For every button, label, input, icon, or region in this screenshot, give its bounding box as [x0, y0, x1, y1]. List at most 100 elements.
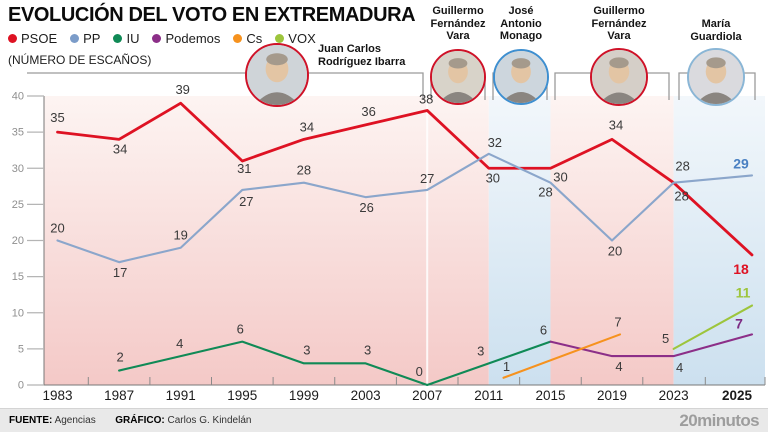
x-year-label-2007: 2007 — [412, 388, 442, 403]
y-tick-label: 40 — [12, 91, 24, 103]
x-year-label-2003: 2003 — [351, 388, 381, 403]
leader-name-4: Guillermo Fernández Vara — [591, 5, 646, 43]
leader-photo-3 — [493, 49, 549, 105]
value-label-cs-2015: 1 — [503, 359, 510, 374]
legend-item-psoe: PSOE — [8, 31, 57, 46]
leader-name-1: Juan Carlos Rodríguez Ibarra — [318, 43, 405, 68]
value-label-vox-2023: 5 — [662, 331, 669, 346]
value-label-iu-1991: 4 — [176, 336, 183, 351]
value-label-cs-2019: 7 — [614, 314, 621, 329]
source-label: FUENTE: — [9, 415, 53, 426]
value-label-psoe-2023: 28 — [675, 159, 689, 174]
credits: FUENTE: Agencias GRÁFICO: Carlos G. Kind… — [9, 415, 251, 426]
value-label-vox-2025: 11 — [736, 285, 751, 301]
x-year-label-2019: 2019 — [597, 388, 627, 403]
x-year-label-1995: 1995 — [227, 388, 257, 403]
value-label-iu-2003: 3 — [364, 342, 371, 357]
value-label-psoe-2019: 34 — [609, 117, 623, 132]
series-line-cs — [502, 333, 622, 379]
legend-dot-iu — [113, 34, 123, 43]
value-label-psoe-2025: 18 — [733, 261, 749, 277]
leader-photo-4 — [590, 48, 648, 106]
value-label-pp-1995: 27 — [239, 194, 253, 209]
leader-name-line: María — [701, 18, 731, 30]
value-label-psoe-1991: 39 — [175, 82, 189, 97]
leader-photo-5 — [687, 48, 745, 106]
y-tick-label: 25 — [12, 199, 24, 211]
y-tick-label: 5 — [18, 343, 24, 355]
x-year-label-1987: 1987 — [104, 388, 134, 403]
credit-label: GRÁFICO: — [115, 415, 165, 426]
value-label-iu-1987: 2 — [116, 350, 123, 365]
value-label-psoe-2007: 38 — [419, 91, 433, 106]
value-label-pp-2007: 27 — [420, 171, 434, 186]
x-year-label-2023: 2023 — [659, 388, 689, 403]
legend-dot-podemos — [152, 34, 162, 43]
value-label-psoe-1987: 34 — [113, 141, 127, 156]
x-year-label-1983: 1983 — [42, 388, 72, 403]
series-line-pp — [56, 152, 754, 264]
value-label-podemos-2019: 4 — [615, 359, 622, 374]
page-title: EVOLUCIÓN DEL VOTO EN EXTREMADURA — [8, 4, 416, 26]
leader-name-line: Vara — [446, 30, 470, 42]
leader-name-line: Fernández — [430, 17, 486, 30]
series-line-vox — [672, 304, 754, 350]
y-tick-label: 35 — [12, 127, 24, 139]
legend-dot-cs — [233, 34, 243, 43]
value-label-psoe-2015: 30 — [553, 169, 567, 184]
legend-dot-pp — [70, 34, 80, 43]
leader-name-line: Fernández — [591, 17, 647, 30]
value-label-pp-2025: 29 — [733, 155, 749, 171]
footer: FUENTE: Agencias GRÁFICO: Carlos G. Kind… — [0, 408, 768, 432]
term-bracket — [27, 72, 424, 100]
legend-item-iu: IU — [113, 31, 139, 46]
leader-name-line: Vara — [607, 30, 631, 42]
leader-name-3: José Antonio Monago — [500, 5, 542, 43]
credit-value: Carlos G. Kindelán — [167, 415, 252, 426]
leader-name-line: José — [508, 5, 534, 17]
value-label-iu-1995: 6 — [237, 322, 244, 337]
leader-name-2: Guillermo Fernández Vara — [430, 5, 485, 43]
brand-logo: 20minutos — [679, 410, 759, 430]
portrait-placeholder-icon — [592, 50, 646, 104]
source-value: Agencias — [54, 415, 96, 426]
legend-label: PSOE — [21, 31, 58, 46]
government-band-psoe — [44, 96, 489, 385]
y-tick-label: 20 — [12, 235, 24, 247]
legend-item-podemos: Podemos — [152, 31, 220, 46]
value-label-psoe-1983: 35 — [50, 110, 64, 125]
series-line-iu — [118, 340, 552, 387]
value-label-psoe-1999: 34 — [300, 119, 314, 134]
value-label-pp-2003: 26 — [359, 200, 373, 215]
series-line-psoe — [56, 101, 754, 257]
y-tick-label: 30 — [12, 163, 24, 175]
value-label-pp-2023: 28 — [674, 189, 688, 204]
legend-label: Podemos — [165, 31, 221, 46]
x-year-label-2015: 2015 — [535, 388, 565, 403]
value-label-pp-2011: 32 — [488, 135, 502, 150]
value-label-iu-2011: 3 — [477, 343, 484, 358]
chart-subtitle: (NÚMERO DE ESCAÑOS) — [8, 53, 152, 67]
x-year-label-1999: 1999 — [289, 388, 319, 403]
leader-photo-2 — [430, 49, 486, 105]
x-year-label-2011: 2011 — [474, 388, 503, 403]
y-tick-label: 0 — [18, 380, 24, 392]
legend-dot-vox — [275, 34, 285, 43]
leader-name-line: Rodríguez Ibarra — [318, 55, 406, 68]
leader-name-5: María Guardiola — [690, 18, 741, 43]
x-year-label-2025: 2025 — [722, 388, 753, 403]
legend-label: IU — [126, 31, 140, 46]
value-label-psoe-2003: 36 — [361, 104, 375, 119]
value-label-podemos-2023: 4 — [676, 360, 683, 375]
legend-item-pp: PP — [70, 31, 100, 46]
legend-dot-psoe — [8, 34, 17, 43]
legend-item-vox: VOX — [275, 31, 316, 46]
leader-name-line: Antonio — [500, 17, 542, 30]
leader-name-line: Guardiola — [690, 30, 742, 43]
y-tick-label: 15 — [12, 271, 24, 283]
portrait-placeholder-icon — [689, 50, 743, 104]
portrait-placeholder-icon — [495, 51, 547, 103]
value-label-psoe-1995: 31 — [237, 161, 251, 176]
